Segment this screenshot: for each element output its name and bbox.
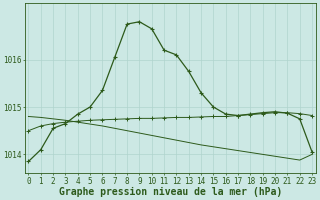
- X-axis label: Graphe pression niveau de la mer (hPa): Graphe pression niveau de la mer (hPa): [59, 187, 282, 197]
